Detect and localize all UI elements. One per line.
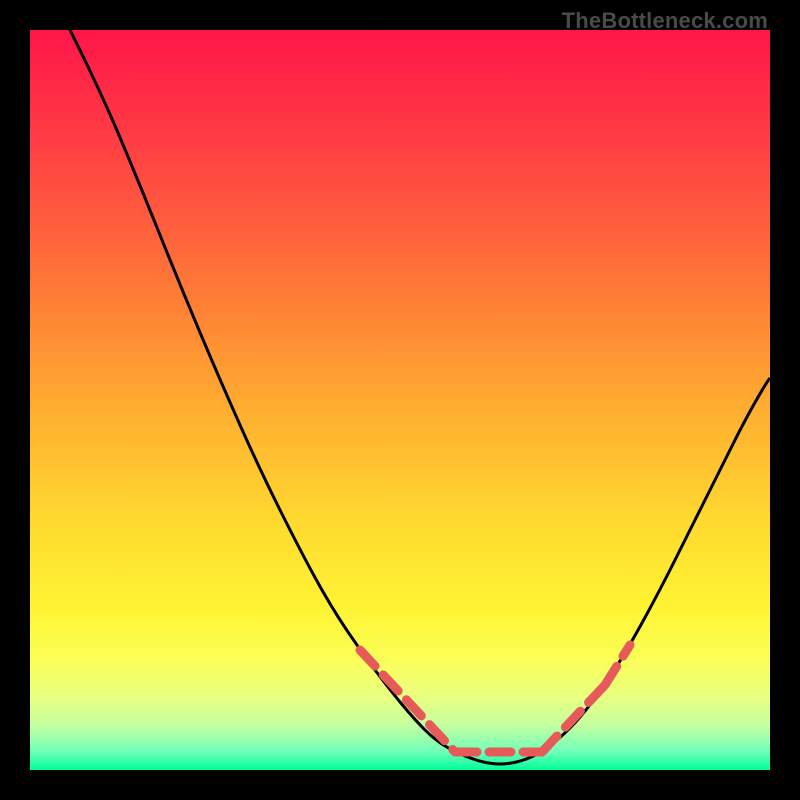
plot-area — [30, 30, 770, 770]
bottleneck-curve-chart — [30, 30, 770, 770]
chart-frame: TheBottleneck.com — [0, 0, 800, 800]
gradient-background — [30, 30, 770, 770]
